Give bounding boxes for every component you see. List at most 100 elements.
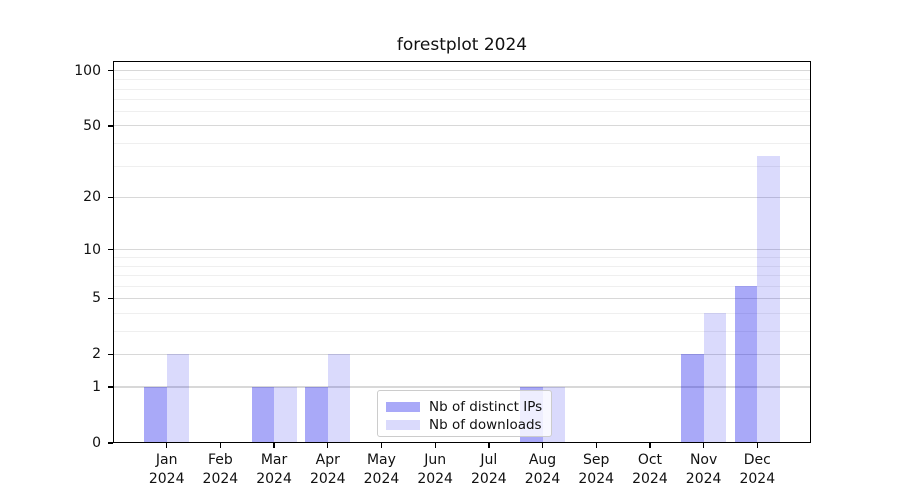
legend-entry-distinct-ips: Nb of distinct IPs (386, 399, 542, 415)
x-tick-month: Jan (155, 452, 178, 468)
x-tick-label: Nov 2024 (672, 451, 736, 488)
bar-nb-of-downloads-mar (274, 387, 297, 443)
y-tick-mark (108, 70, 113, 72)
x-tick-month: Mar (260, 452, 288, 468)
x-tick-mark (541, 443, 544, 448)
x-tick-mark (434, 443, 436, 448)
x-tick-year: 2024 (685, 470, 722, 487)
major-gridline (113, 386, 811, 388)
major-gridline (113, 196, 811, 199)
bar-nb-of-distinct-ips-dec (734, 286, 758, 443)
major-gridline (113, 70, 811, 72)
x-tick-year: 2024 (148, 470, 185, 487)
x-tick-year: 2024 (471, 470, 507, 487)
y-tick-label: 0 (92, 435, 101, 451)
y-tick-label: 20 (83, 189, 101, 206)
x-tick-year: 2024 (417, 470, 453, 487)
x-tick-label: Dec 2024 (725, 451, 789, 488)
x-tick-year: 2024 (632, 470, 668, 487)
legend-swatch-1 (386, 420, 420, 430)
major-gridline (113, 125, 811, 127)
y-tick-label: 100 (74, 62, 101, 79)
minor-gridline (113, 265, 811, 267)
minor-gridline (113, 313, 811, 315)
x-tick-mark (327, 443, 329, 448)
legend-entry-downloads: Nb of downloads (386, 417, 542, 433)
y-tick-mark (108, 386, 113, 388)
major-gridline (113, 353, 811, 355)
legend-label-0: Nb of distinct IPs (429, 399, 543, 415)
legend-label-1: Nb of downloads (429, 417, 542, 433)
x-tick-label: Jan 2024 (135, 451, 199, 488)
chart-title: forestplot 2024 (396, 35, 528, 55)
bar-nb-of-distinct-ips-jan (144, 387, 167, 443)
x-tick-label: May 2024 (349, 451, 413, 488)
x-tick-month: Jul (480, 452, 498, 468)
minor-gridline (113, 143, 811, 145)
x-tick-year: 2024 (739, 470, 776, 487)
x-tick-year: 2024 (202, 470, 239, 487)
x-tick-mark (488, 443, 490, 448)
minor-gridline (113, 79, 811, 81)
x-tick-label: Jun 2024 (403, 451, 467, 488)
x-tick-mark (166, 443, 168, 448)
minor-gridline (113, 275, 811, 277)
bar-nb-of-distinct-ips-nov (681, 354, 704, 443)
y-tick-mark (108, 297, 113, 300)
x-tick-label: Feb 2024 (188, 451, 252, 488)
minor-gridline (113, 286, 811, 288)
x-tick-mark (219, 443, 222, 448)
bar-nb-of-distinct-ips-mar (251, 387, 275, 443)
minor-gridline (113, 331, 811, 333)
y-tick-label: 1 (92, 379, 101, 396)
x-tick-mark (273, 443, 275, 448)
y-tick-label: 5 (92, 290, 101, 307)
x-tick-year: 2024 (578, 470, 615, 487)
x-tick-month: Dec (743, 452, 771, 468)
bar-nb-of-downloads-apr (327, 354, 351, 443)
x-tick-month: May (366, 452, 396, 468)
x-tick-month: Oct (637, 452, 663, 468)
x-tick-label: Sep 2024 (564, 451, 628, 488)
x-tick-year: 2024 (309, 470, 346, 487)
minor-gridline (113, 111, 811, 113)
x-tick-month: Sep (583, 452, 610, 468)
y-tick-mark (108, 196, 113, 199)
x-tick-month: Feb (207, 452, 233, 468)
y-tick-label: 10 (83, 241, 101, 258)
x-tick-month: Apr (315, 452, 340, 468)
x-tick-year: 2024 (256, 470, 292, 487)
legend: Nb of distinct IPs Nb of downloads (377, 390, 553, 437)
y-tick-label: 2 (92, 346, 101, 363)
x-tick-mark (756, 443, 758, 448)
x-tick-label: Aug 2024 (511, 451, 575, 488)
bar-nb-of-distinct-ips-apr (305, 387, 328, 443)
y-tick-mark (108, 125, 113, 127)
x-tick-mark (649, 443, 651, 448)
x-tick-label: Jul 2024 (457, 451, 521, 488)
x-tick-mark (380, 443, 383, 448)
bar-nb-of-downloads-jan (166, 354, 190, 443)
bar-nb-of-downloads-dec (757, 156, 780, 443)
x-tick-mark (595, 443, 597, 448)
x-tick-mark (703, 443, 705, 448)
x-tick-label: Mar 2024 (242, 451, 306, 488)
x-tick-month: Nov (689, 452, 718, 468)
minor-gridline (113, 88, 811, 90)
x-tick-year: 2024 (524, 470, 561, 487)
y-tick-mark (108, 353, 113, 356)
y-tick-mark (108, 248, 113, 251)
minor-gridline (113, 99, 811, 101)
y-tick-mark (108, 442, 113, 444)
x-tick-month: Jun (424, 452, 447, 468)
x-tick-label: Oct 2024 (618, 451, 682, 488)
legend-swatch-0 (386, 402, 420, 412)
x-tick-year: 2024 (363, 470, 400, 487)
x-tick-month: Aug (528, 452, 557, 468)
y-tick-label: 50 (83, 117, 101, 134)
major-gridline (113, 248, 811, 251)
major-gridline (113, 297, 811, 300)
x-tick-label: Apr 2024 (296, 451, 360, 488)
minor-gridline (113, 257, 811, 259)
